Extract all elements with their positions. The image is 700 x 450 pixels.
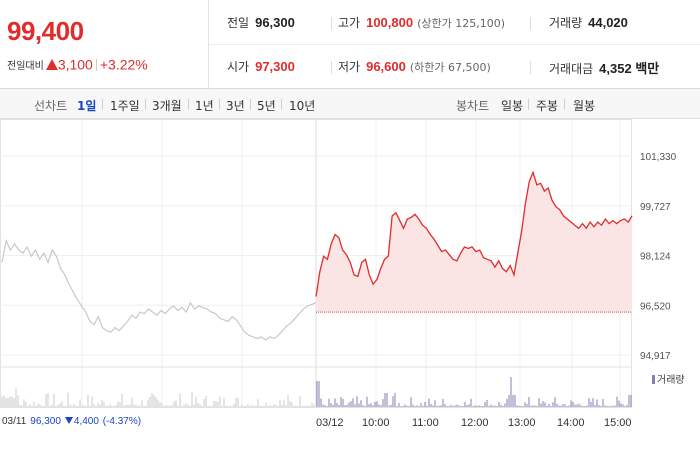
prev-date: 03/11	[2, 416, 27, 427]
divider	[250, 99, 251, 110]
divider	[145, 99, 146, 110]
divider	[528, 99, 529, 110]
stat-label: 거래대금	[549, 62, 594, 76]
stat-label: 거래량	[549, 16, 583, 30]
stat-value: 96,600	[366, 59, 406, 74]
stat-high: 고가 100,800 (상한가 125,100)	[338, 14, 505, 31]
stat-low: 저가 96,600 (하한가 67,500)	[338, 58, 491, 75]
period-3m-button[interactable]: 3개월	[152, 99, 182, 113]
candle-monthly-button[interactable]: 월봉	[573, 99, 596, 113]
stat-sub: (하한가 67,500)	[409, 61, 491, 74]
current-price: 99,400	[7, 16, 84, 46]
volume-legend: 거래량	[652, 371, 685, 386]
x-tick-label: 12:00	[461, 417, 489, 429]
legend-swatch	[652, 375, 655, 384]
prev-price: 96,300	[30, 416, 61, 427]
divider	[102, 99, 103, 110]
change-label: 전일대비	[7, 61, 44, 72]
down-triangle-icon	[64, 417, 73, 424]
y-tick-label: 99,727	[640, 202, 671, 213]
x-tick-label: 10:00	[362, 417, 390, 429]
stat-label: 시가	[227, 60, 250, 74]
change-amount: 3,100	[57, 56, 93, 73]
price-box: 99,400 전일대비 3,100 +3.22%	[0, 0, 209, 89]
divider	[95, 58, 97, 71]
change-percent: +3.22%	[99, 56, 148, 73]
stat-value: 4,352 백만	[599, 61, 660, 76]
y-tick-label: 94,917	[640, 351, 671, 362]
stat-value: 96,300	[255, 15, 295, 30]
y-tick-label: 98,124	[640, 252, 671, 263]
y-tick-label: 101,330	[640, 152, 677, 163]
stat-turnover: 거래대금 4,352 백만	[549, 58, 659, 77]
stat-volume: 거래량 44,020	[549, 14, 628, 31]
period-10y-button[interactable]: 10년	[289, 99, 316, 113]
x-tick-label: 11:00	[412, 417, 439, 429]
prev-change-pct: (-4.37%)	[102, 416, 142, 427]
prev-day-line	[1, 238, 317, 341]
divider	[331, 17, 332, 30]
line-chart-label: 선차트	[34, 99, 68, 113]
period-5y-button[interactable]: 5년	[257, 99, 276, 113]
divider	[209, 44, 700, 45]
x-tick-label: 14:00	[557, 417, 585, 429]
x-tick-label: 15:00	[604, 417, 632, 429]
stat-label: 전일	[227, 16, 250, 30]
stat-label: 저가	[338, 60, 361, 74]
candle-daily-button[interactable]: 일봉	[501, 99, 524, 113]
period-1d-button[interactable]: 1일	[77, 99, 97, 113]
prev-close-info: 03/11 96,300 4,400 (-4.37%)	[2, 416, 141, 427]
candle-chart-label: 봉차트	[456, 99, 490, 113]
chart-canvas[interactable]: 101,330 99,727 98,124 96,520 94,917 03/12 10:0…	[0, 119, 700, 450]
divider	[530, 61, 531, 74]
volume-legend-label: 거래량	[657, 375, 685, 386]
divider	[188, 99, 189, 110]
divider	[281, 99, 282, 110]
stat-open: 시가 97,300	[227, 58, 295, 75]
divider	[530, 17, 531, 30]
stat-prev-close: 전일 96,300	[227, 14, 295, 31]
candle-weekly-button[interactable]: 주봉	[536, 99, 559, 113]
price-chart[interactable]: 101,330 99,727 98,124 96,520 94,917 03/12 10:0…	[0, 119, 700, 450]
y-tick-label: 96,520	[640, 301, 671, 312]
up-triangle-icon	[45, 59, 58, 70]
period-3y-button[interactable]: 3년	[226, 99, 245, 113]
divider	[219, 99, 220, 110]
change-row: 전일대비 3,100 +3.22%	[7, 54, 148, 73]
period-1w-button[interactable]: 1주일	[110, 99, 140, 113]
prev-change: 4,400	[73, 416, 99, 427]
x-tick-label: 13:00	[508, 417, 536, 429]
today-price-line	[315, 170, 633, 297]
divider	[564, 99, 565, 110]
today-area-fill	[316, 172, 632, 313]
period-selector: 선차트 1일 1주일 3개월 1년 3년 5년 10년 봉차트 일봉 주봉 월봉	[0, 89, 700, 119]
stat-sub: (상한가 125,100)	[417, 17, 506, 30]
stat-value: 44,020	[588, 15, 628, 30]
x-tick-label: 03/12	[316, 417, 344, 429]
stat-label: 고가	[338, 16, 361, 30]
period-1y-button[interactable]: 1년	[195, 99, 214, 113]
divider	[331, 61, 332, 74]
stat-value: 100,800	[366, 15, 414, 30]
quote-summary: 99,400 전일대비 3,100 +3.22% 전일 96,300 고가 100,80…	[0, 0, 700, 89]
stat-value: 97,300	[255, 59, 295, 74]
